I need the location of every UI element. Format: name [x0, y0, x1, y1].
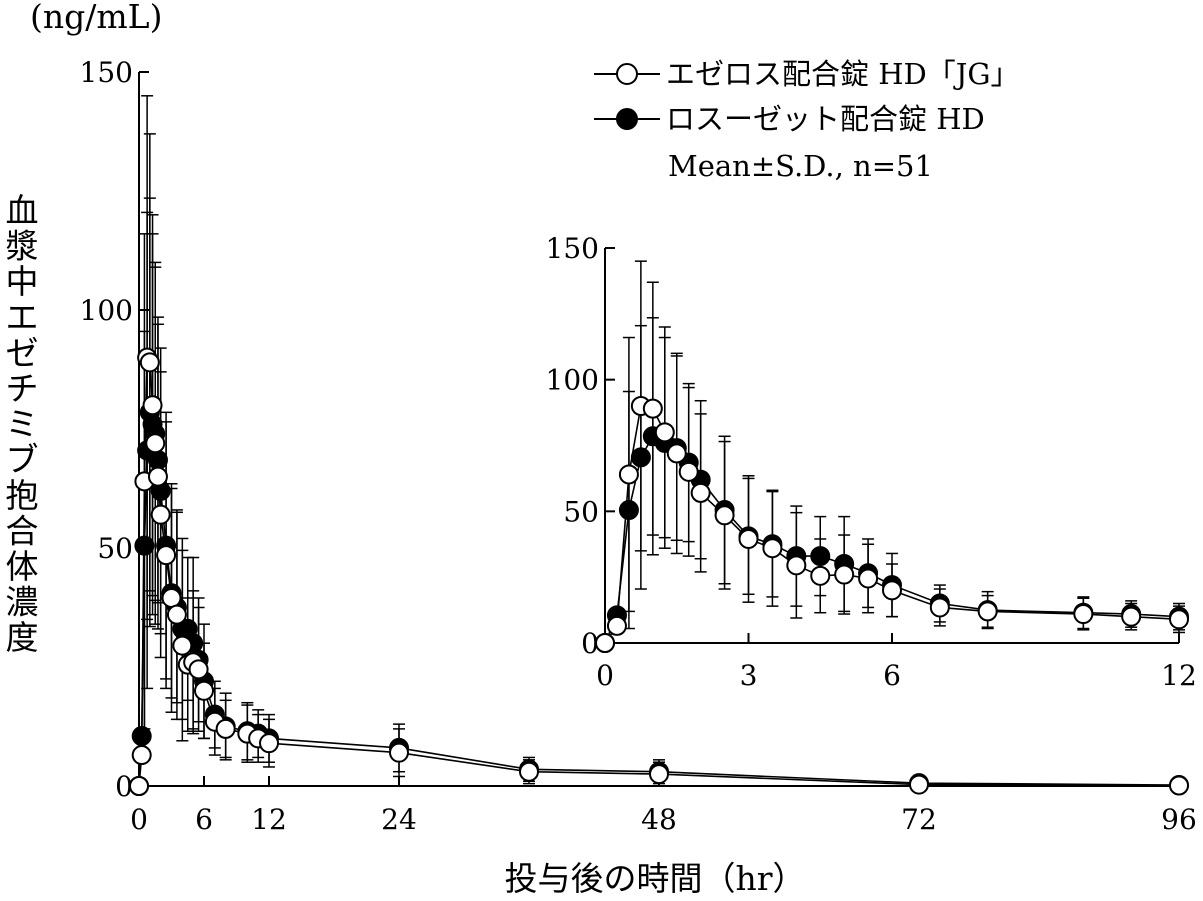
inset-point-filled: [630, 447, 651, 468]
main-point-open: [145, 433, 166, 454]
main-point-open: [215, 718, 236, 739]
inset-point-open: [642, 398, 663, 419]
main-point-open: [131, 745, 152, 766]
main-x-tick-label: 12: [251, 803, 287, 836]
inset-point-open: [834, 564, 855, 585]
main-point-open: [172, 635, 193, 656]
inset-point-open: [1073, 604, 1094, 625]
y-axis-title-char: 血: [6, 191, 39, 230]
inset-point-open: [977, 601, 998, 622]
inset-point-filled: [618, 500, 639, 521]
x-axis-title: 投与後の時間（hr）: [504, 859, 805, 898]
legend-label-1: エゼロス配合錠 HD「JG」: [666, 57, 1020, 91]
inset-series: [595, 260, 1189, 653]
inset-point-open: [595, 633, 615, 653]
y-axis-title-char: 度: [6, 618, 39, 657]
main-series-line-2: [138, 412, 1180, 787]
main-y-tick-label: 150: [80, 56, 133, 89]
inset-point-open: [666, 443, 687, 464]
main-point-open: [139, 352, 160, 373]
main-x-tick-label: 96: [1161, 803, 1197, 836]
y-axis-title-char: ゼ: [6, 333, 39, 372]
main-x-tick-label: 0: [130, 803, 148, 836]
main-point-open: [194, 680, 214, 701]
legend-label-2: ロスーゼット配合錠 HD: [666, 102, 985, 136]
legend-marker-open: [616, 63, 638, 85]
inset-point-open: [678, 461, 699, 482]
legend: エゼロス配合錠 HD「JG」 ロスーゼット配合錠 HD Mean±S.D., n…: [594, 57, 1020, 183]
main-series: [129, 95, 1189, 796]
inset-point-open: [929, 597, 950, 618]
main-point-open: [147, 466, 168, 487]
inset-y-tick-label: 100: [546, 364, 599, 397]
legend-note: Mean±S.D., n=51: [668, 149, 933, 183]
main-x-tick-label: 72: [901, 803, 937, 836]
main-point-filled: [134, 535, 155, 556]
y-axis-title-char: チ: [6, 369, 39, 408]
inset-x-tick-label: 6: [883, 659, 901, 692]
inset-point-open: [690, 482, 711, 503]
main-y-tick-label: 0: [115, 770, 133, 803]
inset-point-open: [786, 555, 807, 576]
inset-y-tick-label: 150: [546, 232, 599, 265]
main-point-filled: [131, 726, 152, 747]
y-axis-title-char: 抱: [6, 476, 39, 515]
inset-point-open: [858, 568, 879, 589]
main-point-open: [161, 587, 182, 608]
main-point-open: [519, 761, 539, 782]
inset-x-tick-label: 0: [596, 659, 614, 692]
inset-x-tick-label: 12: [1161, 659, 1197, 692]
inset-point-open: [1169, 609, 1189, 630]
inset-x-tick-label: 3: [740, 659, 758, 692]
main-point-open: [909, 774, 929, 795]
y-axis-title-char: エ: [6, 298, 39, 337]
main-point-open: [389, 742, 409, 763]
y-axis-title-char: ブ: [6, 440, 39, 479]
main-point-open: [129, 776, 149, 796]
main-x-tick-label: 48: [641, 803, 677, 836]
main-point-open: [142, 395, 163, 416]
inset-y-tick-label: 0: [581, 627, 599, 660]
y-axis-title-char: 合: [6, 511, 39, 550]
inset-point-open: [714, 505, 735, 526]
main-x-tick-label: 6: [195, 803, 213, 836]
inset-point-open: [882, 580, 902, 601]
inset-y-tick-label: 50: [563, 495, 599, 528]
inset-point-open: [1121, 606, 1142, 627]
main-point-open: [649, 764, 669, 785]
y-axis-title-char: ミ: [6, 405, 39, 444]
main-point-open: [188, 659, 209, 680]
main-y-tick-label: 100: [80, 294, 133, 327]
y-unit-label: (ng/mL): [30, 0, 162, 36]
y-axis-title-char: 体: [6, 547, 39, 586]
main-x-tick-label: 24: [381, 803, 417, 836]
main-y-tick-label: 50: [97, 532, 133, 565]
legend-marker-filled: [616, 108, 638, 130]
inset-point-open: [618, 464, 639, 485]
inset-point-filled: [810, 546, 831, 567]
inset-point-open: [762, 538, 783, 559]
y-axis-title-char: 濃: [6, 583, 39, 622]
main-point-open: [166, 604, 187, 625]
main-point-open: [156, 545, 177, 566]
main-point-open: [259, 733, 279, 754]
main-point-open: [1169, 775, 1189, 796]
inset-point-open: [654, 422, 675, 443]
y-axis-title-char: 漿: [6, 227, 39, 266]
main-point-open: [150, 504, 171, 525]
inset-series-line-2: [604, 435, 1180, 644]
main-axes: 0 6 12 24 48 72 96 0 50 100 150: [80, 56, 1197, 836]
inset-point-open: [738, 528, 759, 549]
inset-axes: 0 3 6 12 0 50 100 150: [546, 232, 1197, 692]
main-point-filled: [147, 449, 168, 470]
inset-point-open: [606, 615, 627, 636]
inset-point-open: [810, 565, 831, 586]
y-axis-title-char: 中: [6, 262, 39, 301]
